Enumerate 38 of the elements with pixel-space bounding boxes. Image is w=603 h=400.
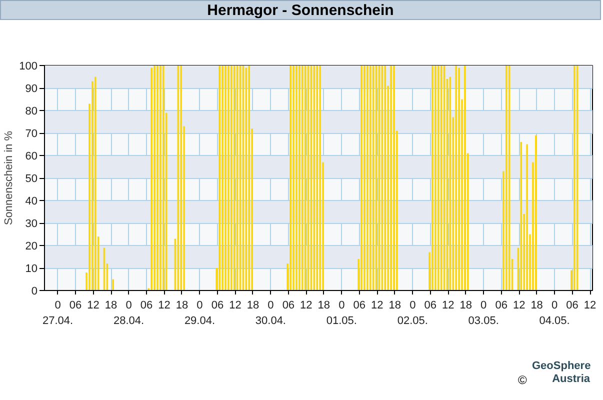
y-tick-label: 100 bbox=[19, 60, 38, 72]
text: GeoSphere Austria bbox=[532, 360, 591, 386]
y-tick-label: 60 bbox=[25, 150, 38, 162]
x-tick-label: 18 bbox=[460, 300, 472, 312]
y-tick-label: 70 bbox=[25, 128, 38, 140]
x-tick-label: 18 bbox=[530, 300, 543, 312]
x-tick-label: 12 bbox=[158, 300, 170, 312]
x-tick-label: 06 bbox=[566, 300, 578, 312]
y-tick-label: 10 bbox=[25, 263, 38, 275]
x-tick-label: 06 bbox=[353, 300, 366, 312]
y-tick-label: 20 bbox=[25, 240, 38, 252]
x-tick-label: 06 bbox=[211, 300, 224, 312]
chart-title: Hermagor - Sonnenschein bbox=[207, 1, 394, 21]
x-tick-label: 18 bbox=[388, 300, 402, 312]
x-tick-label: 18 bbox=[176, 300, 188, 312]
x-tick-label: 06 bbox=[424, 300, 436, 312]
text: © bbox=[518, 373, 527, 387]
x-tick-label: 12 bbox=[87, 300, 100, 312]
x-tick-label: 12 bbox=[512, 300, 526, 312]
x-tick-label: 12 bbox=[442, 300, 454, 312]
x-tick-label: 06 bbox=[495, 300, 508, 312]
y-axis-title: Sonnenschein in % bbox=[3, 130, 16, 226]
x-tick-label: 18 bbox=[246, 300, 260, 312]
x-tick-label: 06 bbox=[69, 300, 82, 312]
x-tick-label: 12 bbox=[584, 300, 596, 312]
y-tick-label: 90 bbox=[25, 83, 38, 95]
x-tick-label: 06 bbox=[140, 300, 153, 312]
x-tick-label: 18 bbox=[318, 300, 330, 312]
y-tick-label: 40 bbox=[25, 196, 38, 208]
x-tick-label: 12 bbox=[300, 300, 312, 312]
x-tick-label: 18 bbox=[104, 300, 118, 312]
y-tick-label: 50 bbox=[25, 173, 38, 185]
y-tick-label: 30 bbox=[25, 218, 38, 230]
x-tick-label: 12 bbox=[229, 300, 242, 312]
y-tick-label: 80 bbox=[25, 106, 38, 118]
y-tick-label: 0 bbox=[31, 286, 38, 298]
x-tick-label: 12 bbox=[371, 300, 384, 312]
x-tick-label: 06 bbox=[282, 300, 295, 312]
